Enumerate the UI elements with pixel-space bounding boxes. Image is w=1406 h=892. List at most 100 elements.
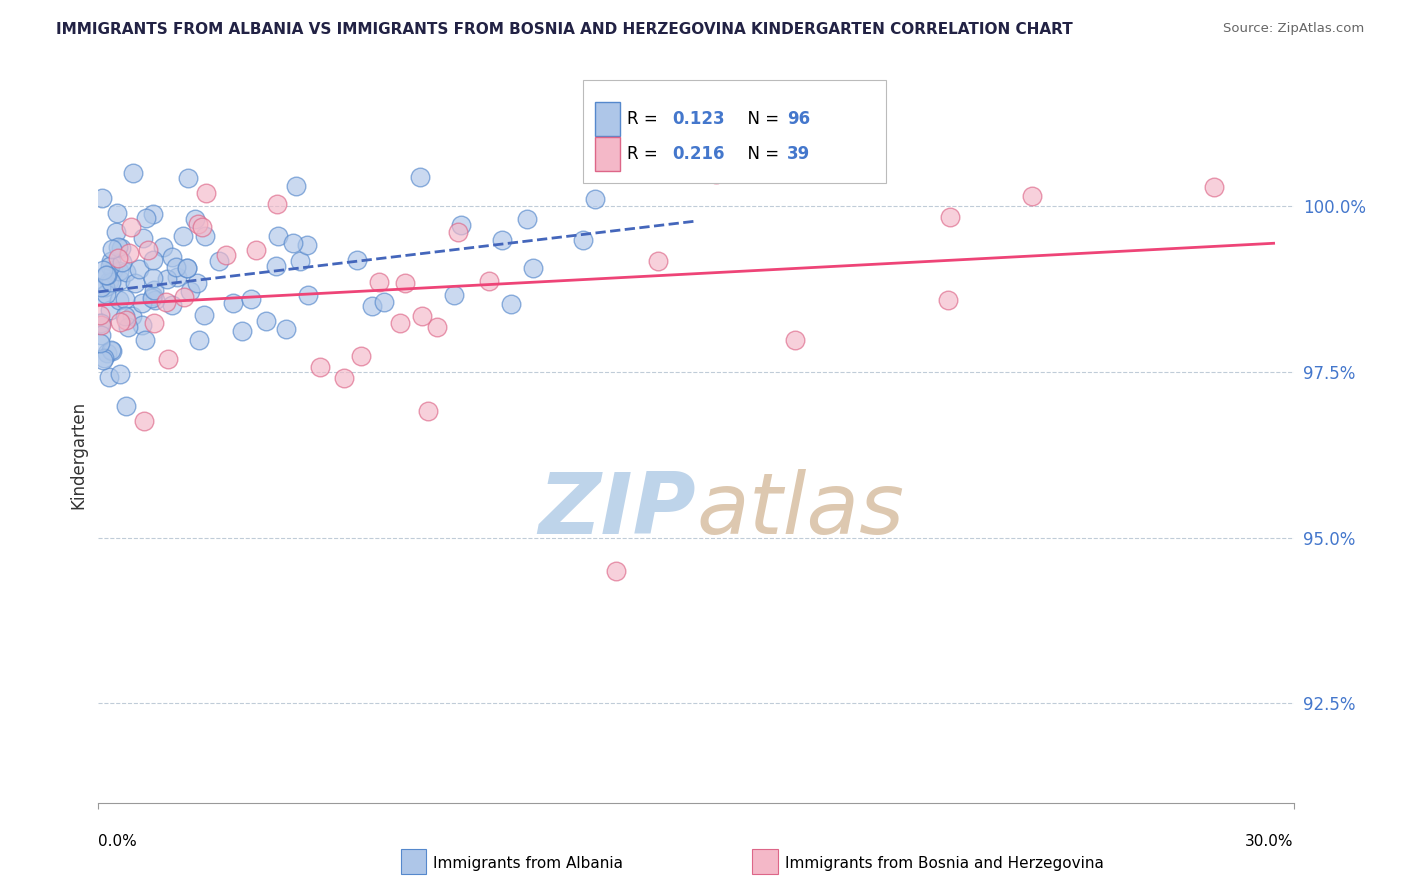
Point — [239, 292, 262, 306]
Point — [207, 254, 229, 268]
Point — [108, 315, 131, 329]
Point — [184, 211, 207, 226]
Point — [274, 322, 297, 336]
Point — [522, 261, 544, 276]
Point — [108, 264, 131, 278]
Text: N =: N = — [737, 111, 785, 128]
Point — [108, 293, 131, 307]
Point — [160, 250, 183, 264]
Point — [285, 179, 308, 194]
Point — [107, 240, 129, 254]
Point — [368, 275, 391, 289]
Point — [100, 254, 122, 268]
Point — [160, 298, 183, 312]
Point — [172, 228, 194, 243]
Point — [156, 271, 179, 285]
Point — [938, 210, 960, 224]
Point — [176, 171, 198, 186]
Point — [114, 292, 136, 306]
Point — [89, 308, 111, 322]
Point — [605, 564, 627, 578]
Point — [101, 262, 124, 277]
Point — [267, 228, 290, 243]
Point — [111, 255, 134, 269]
Point — [186, 276, 208, 290]
Point — [117, 319, 139, 334]
Text: 96: 96 — [787, 111, 810, 128]
Point — [283, 235, 305, 250]
Point — [143, 316, 166, 330]
Point — [165, 260, 187, 274]
Point — [215, 248, 238, 262]
Point — [785, 334, 807, 348]
Text: N =: N = — [737, 145, 785, 163]
Point — [516, 212, 538, 227]
Point — [176, 261, 198, 276]
Point — [90, 318, 112, 332]
Point — [107, 252, 129, 266]
Point — [389, 316, 412, 330]
Text: 0.216: 0.216 — [672, 145, 724, 163]
Point — [361, 299, 384, 313]
Text: 30.0%: 30.0% — [1246, 834, 1294, 849]
Point — [136, 243, 159, 257]
Point — [156, 351, 179, 366]
Point — [100, 302, 122, 317]
Text: atlas: atlas — [696, 469, 904, 552]
Point — [105, 225, 128, 239]
Point — [114, 265, 136, 279]
Text: 0.0%: 0.0% — [98, 834, 138, 849]
Point — [426, 320, 449, 334]
Point — [142, 207, 165, 221]
Point — [245, 243, 267, 257]
Point — [409, 169, 432, 184]
Point — [90, 328, 112, 343]
Point — [447, 225, 470, 239]
Point — [142, 289, 165, 303]
Point — [121, 310, 143, 324]
Point — [152, 240, 174, 254]
Point — [585, 192, 607, 206]
Point — [647, 254, 669, 268]
Point — [120, 220, 142, 235]
Text: Immigrants from Albania: Immigrants from Albania — [433, 856, 623, 871]
Point — [131, 318, 153, 333]
Point — [94, 268, 117, 282]
Point — [118, 245, 141, 260]
Text: 0.123: 0.123 — [672, 111, 724, 128]
Point — [231, 324, 253, 338]
Point — [288, 253, 311, 268]
Point — [394, 277, 416, 291]
Point — [108, 367, 131, 381]
Point — [491, 233, 513, 247]
Point — [571, 233, 593, 247]
Point — [96, 268, 118, 282]
Point — [194, 229, 217, 244]
Point — [254, 314, 277, 328]
Point — [411, 309, 433, 323]
Point — [115, 312, 138, 326]
Point — [142, 270, 165, 285]
Point — [443, 288, 465, 302]
Text: R =: R = — [627, 145, 664, 163]
Point — [266, 197, 288, 211]
Point — [141, 291, 163, 305]
Text: Immigrants from Bosnia and Herzegovina: Immigrants from Bosnia and Herzegovina — [785, 856, 1104, 871]
Point — [115, 399, 138, 413]
Point — [418, 404, 440, 418]
Point — [100, 343, 122, 358]
Point — [155, 294, 177, 309]
Point — [105, 206, 128, 220]
Point — [96, 287, 118, 301]
Point — [93, 279, 115, 293]
Text: 39: 39 — [787, 145, 811, 163]
Point — [264, 259, 287, 273]
Point — [100, 275, 122, 289]
Point — [478, 274, 501, 288]
Point — [122, 166, 145, 180]
Y-axis label: Kindergarten: Kindergarten — [69, 401, 87, 509]
Point — [1202, 179, 1225, 194]
Point — [297, 288, 319, 302]
Point — [110, 241, 132, 255]
Point — [131, 295, 153, 310]
